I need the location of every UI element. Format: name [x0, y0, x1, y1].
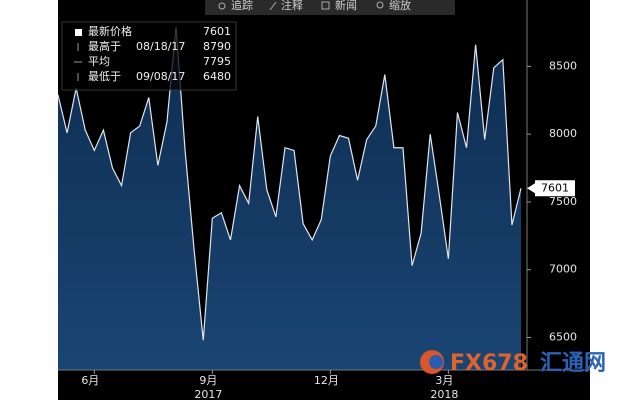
watermark-name: 汇通网: [540, 351, 606, 376]
legend: 最新价格 7601 最高于 08/18/17 8790 平均 7795 最低于 …: [61, 21, 237, 91]
legend-icon: [75, 29, 82, 36]
toolbar-item[interactable]: 注释: [281, 0, 303, 12]
watermark-logo: [429, 355, 443, 369]
toolbar-item[interactable]: 缩放: [389, 0, 411, 12]
y-tick-label: 7000: [549, 263, 577, 276]
x-year-label: 2018: [430, 388, 458, 400]
legend-label: 最新价格: [88, 24, 132, 38]
watermark: FX678 汇通网: [420, 350, 606, 376]
toolbar: 追踪 注释 新闻 缩放: [205, 0, 455, 15]
area: [58, 27, 521, 370]
last-price-box: [535, 180, 575, 197]
toolbar-bg: [205, 0, 455, 15]
watermark-brand: FX678: [450, 351, 528, 376]
plot-area: [57, 27, 522, 370]
x-tick-label: 6月: [81, 374, 99, 387]
legend-label: 最低于: [88, 70, 121, 83]
legend-value: 7601: [203, 25, 231, 38]
x-tick-label: 9月: [199, 374, 217, 387]
legend-value: 7795: [203, 55, 231, 68]
legend-label: 平均: [88, 55, 110, 68]
y-tick-label: 6500: [549, 330, 577, 343]
legend-box: [61, 21, 237, 91]
y-tick-label: 8000: [549, 127, 577, 140]
y-tick-label: 8500: [549, 59, 577, 72]
legend-label: 最高于: [88, 39, 121, 53]
legend-value: 6480: [203, 70, 231, 83]
x-year-label: 2017: [194, 388, 222, 400]
icon: [376, 1, 384, 9]
toolbar-item[interactable]: 追踪: [231, 0, 253, 12]
line: [57, 27, 522, 341]
last-price-pointer: [527, 183, 535, 194]
legend-value: 8790: [203, 40, 231, 53]
legend-date: 08/18/17: [136, 40, 185, 53]
toolbar-item[interactable]: 新闻: [335, 0, 357, 12]
icon: [218, 2, 226, 10]
icon: [321, 1, 330, 10]
legend-date: 09/08/17: [136, 70, 185, 83]
x-tick-label: 12月: [314, 374, 339, 387]
y-tick-label: 7500: [549, 195, 577, 208]
last-price-label: 7601: [541, 181, 569, 194]
x-tick-label: 3月: [435, 374, 453, 387]
icon: [269, 1, 277, 11]
